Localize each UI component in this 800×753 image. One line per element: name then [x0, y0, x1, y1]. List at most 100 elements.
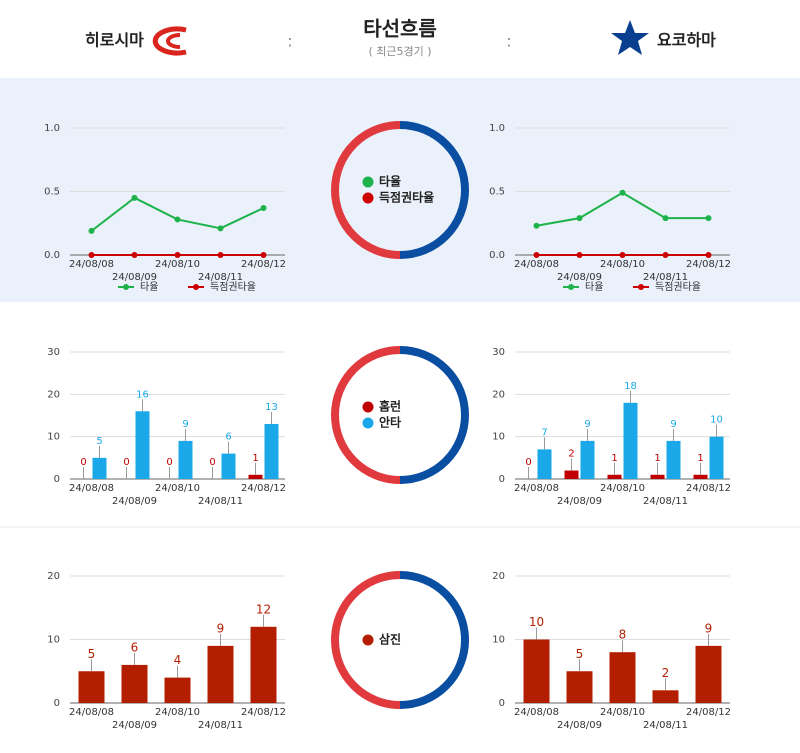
point: [705, 252, 712, 258]
point: [131, 194, 138, 201]
legend-label: 득점권타율: [379, 190, 434, 205]
x-tick-label: 24/08/11: [198, 720, 243, 731]
x-tick-label: 24/08/12: [686, 483, 731, 494]
y-tick-label: 30: [47, 347, 60, 358]
value-label: 9: [705, 621, 713, 635]
bar: [666, 440, 681, 479]
title: 타선흐름: [363, 17, 437, 41]
x-tick-label: 24/08/10: [155, 483, 200, 494]
point: [217, 252, 224, 258]
point: [260, 252, 267, 258]
value-label: 1: [697, 453, 703, 464]
value-label: 5: [96, 436, 102, 447]
legend-marker: [123, 284, 129, 290]
legend-marker: [362, 192, 374, 204]
x-tick-label: 24/08/12: [241, 707, 286, 718]
donut-left: [331, 346, 401, 484]
value-label: 2: [568, 449, 574, 460]
y-tick-label: 1.0: [489, 123, 505, 134]
value-label: 9: [182, 419, 188, 430]
legend-marker: [362, 401, 374, 413]
bar: [564, 470, 579, 479]
legend-label: 타율: [585, 281, 603, 293]
x-tick-label: 24/08/11: [198, 496, 243, 507]
bar: [164, 677, 191, 703]
x-tick-label: 24/08/09: [112, 272, 157, 283]
x-tick-label: 24/08/12: [241, 483, 286, 494]
value-label: 6: [131, 640, 139, 654]
point: [619, 252, 626, 258]
y-tick-label: 1.0: [44, 123, 60, 134]
separator: :: [287, 32, 292, 51]
bar: [207, 645, 234, 703]
y-tick-label: 20: [492, 389, 505, 400]
point: [662, 215, 669, 222]
x-tick-label: 24/08/10: [155, 707, 200, 718]
value-label: 7: [541, 427, 547, 438]
value-label: 1: [252, 453, 258, 464]
bar: [609, 652, 636, 703]
point: [260, 205, 267, 212]
y-tick-label: 0.0: [44, 250, 60, 261]
value-label: 8: [619, 628, 627, 642]
y-tick-label: 0.5: [489, 187, 505, 198]
legend-marker: [193, 284, 199, 290]
value-label: 2: [662, 666, 670, 680]
y-tick-label: 0: [54, 474, 60, 485]
y-tick-label: 0: [54, 698, 60, 709]
bar: [135, 411, 150, 479]
legend-label: 삼진: [379, 632, 401, 647]
away-logo: [611, 20, 649, 55]
value-label: 0: [166, 457, 172, 468]
bar: [121, 664, 148, 703]
value-label: 16: [136, 389, 149, 400]
x-tick-label: 24/08/09: [112, 496, 157, 507]
point: [533, 222, 540, 229]
value-label: 5: [576, 647, 584, 661]
x-tick-label: 24/08/11: [643, 272, 688, 283]
value-label: 9: [670, 419, 676, 430]
value-label: 0: [209, 457, 215, 468]
x-tick-label: 24/08/08: [69, 483, 114, 494]
point: [131, 252, 138, 258]
value-label: 0: [80, 457, 86, 468]
legend-label: 득점권타율: [655, 281, 701, 293]
y-tick-label: 10: [47, 432, 60, 443]
bar: [709, 436, 724, 479]
bar: [607, 474, 622, 479]
bar: [78, 671, 105, 703]
bar: [652, 690, 679, 703]
y-tick-label: 0.0: [489, 250, 505, 261]
legend-marker: [362, 417, 374, 429]
x-tick-label: 24/08/10: [155, 259, 200, 270]
legend-marker: [362, 634, 374, 646]
legend-label: 홈런: [379, 399, 401, 414]
donut-right: [399, 571, 469, 709]
value-label: 0: [525, 457, 531, 468]
x-tick-label: 24/08/12: [686, 707, 731, 718]
value-label: 10: [710, 415, 723, 426]
x-tick-label: 24/08/09: [557, 496, 602, 507]
bar: [693, 474, 708, 479]
x-tick-label: 24/08/11: [198, 272, 243, 283]
y-tick-label: 10: [492, 635, 505, 646]
x-tick-label: 24/08/10: [600, 707, 645, 718]
bar: [537, 449, 552, 479]
point: [174, 216, 181, 223]
value-label: 9: [217, 621, 225, 635]
legend-label: 타율: [140, 281, 158, 293]
value-label: 4: [174, 653, 182, 667]
value-label: 10: [529, 615, 544, 629]
y-tick-label: 20: [47, 389, 60, 400]
value-label: 9: [584, 419, 590, 430]
value-label: 13: [265, 402, 278, 413]
y-tick-label: 30: [492, 347, 505, 358]
point: [533, 252, 540, 258]
x-tick-label: 24/08/12: [686, 259, 731, 270]
x-tick-label: 24/08/09: [557, 720, 602, 731]
x-tick-label: 24/08/08: [514, 259, 559, 270]
legend-label: 타율: [379, 174, 401, 189]
legend-label: 안타: [379, 415, 401, 430]
y-tick-label: 10: [492, 432, 505, 443]
